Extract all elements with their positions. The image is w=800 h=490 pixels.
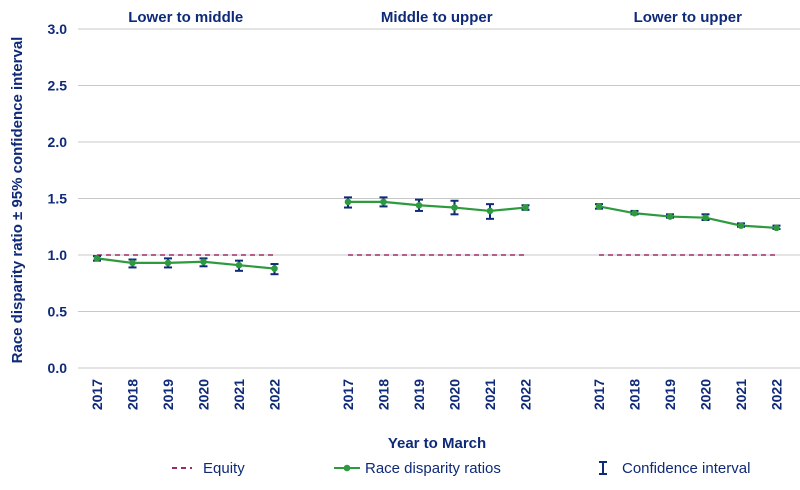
ratio-point (773, 224, 780, 232)
ratio-point (666, 213, 674, 220)
y-tick-label: 3.0 (48, 21, 68, 37)
ratio-point (486, 207, 494, 215)
x-tick-label: 2022 (267, 379, 283, 410)
y-tick-label: 2.5 (48, 78, 68, 94)
ratio-line (348, 200, 526, 213)
ratio-point (344, 198, 352, 206)
x-tick-label: 2021 (482, 379, 498, 410)
ratio-point (200, 258, 207, 266)
x-tick-label: 2020 (698, 379, 714, 410)
panel-1: Lower to middle 2017 2018 2019 2020 2021 2022 (89, 9, 283, 410)
panel-2: Middle to upper 2017 2018 2019 2020 2021 2022 (340, 9, 534, 410)
x-tick-label: 2019 (160, 379, 176, 410)
ratio-point (129, 259, 136, 267)
x-axis-title: Year to March (388, 435, 486, 452)
ratio-point (271, 265, 278, 272)
ratio-point (737, 222, 745, 229)
x-tick-label: 2018 (125, 379, 141, 410)
ratio-point (93, 255, 101, 262)
x-tick-label: 2019 (411, 379, 427, 410)
legend-ratio-swatch-marker (343, 464, 351, 472)
y-tick-label: 1.0 (48, 247, 68, 263)
ratio-point (631, 209, 638, 217)
x-tick-label: 2018 (376, 379, 392, 410)
x-tick-label: 2020 (447, 379, 463, 410)
legend-item-ratio: Race disparity ratios (334, 460, 501, 477)
ratio-point (235, 261, 243, 269)
y-tick-label: 0.0 (48, 360, 68, 376)
legend-ci-label: Confidence interval (622, 460, 750, 477)
legend: Equity Race disparity ratios Confidence … (172, 460, 750, 477)
y-axis-ticks: 0.0 0.5 1.0 1.5 2.0 2.5 3.0 (48, 21, 68, 376)
ratio-point (380, 198, 387, 206)
panel-title: Lower to upper (634, 9, 742, 26)
x-tick-label: 2019 (662, 379, 678, 410)
ratio-point (702, 214, 709, 222)
x-tick-label: 2021 (733, 379, 749, 410)
panel-title: Middle to upper (381, 9, 493, 26)
x-tick-label: 2022 (518, 379, 534, 410)
ratio-point (595, 203, 603, 210)
ratio-line (96, 257, 275, 270)
panel-title: Lower to middle (128, 9, 243, 26)
x-tick-label: 2018 (627, 379, 643, 410)
x-tick-label: 2017 (89, 379, 105, 410)
ratio-point (451, 204, 458, 211)
ratio-point (164, 259, 172, 267)
x-tick-label: 2022 (769, 379, 785, 410)
ratio-point (522, 204, 529, 211)
x-tick-label: 2021 (231, 379, 247, 410)
y-tick-label: 0.5 (48, 304, 68, 320)
legend-item-ci: Confidence interval (599, 460, 750, 477)
x-tick-label: 2017 (591, 379, 607, 410)
y-tick-label: 2.0 (48, 134, 68, 150)
legend-item-equity: Equity (172, 460, 245, 477)
ratio-line (598, 205, 777, 229)
y-tick-label: 1.5 (48, 191, 68, 207)
y-axis-title: Race disparity ratio ± 95% confidence in… (9, 37, 26, 364)
legend-ratio-label: Race disparity ratios (365, 460, 501, 477)
gridlines (78, 28, 800, 369)
ratio-point (415, 201, 423, 209)
panel-3: Lower to upper 2017 2018 2019 2020 2021 2022 (591, 9, 785, 410)
x-tick-label: 2020 (196, 379, 212, 410)
x-tick-label: 2017 (340, 379, 356, 410)
legend-equity-label: Equity (203, 460, 245, 477)
